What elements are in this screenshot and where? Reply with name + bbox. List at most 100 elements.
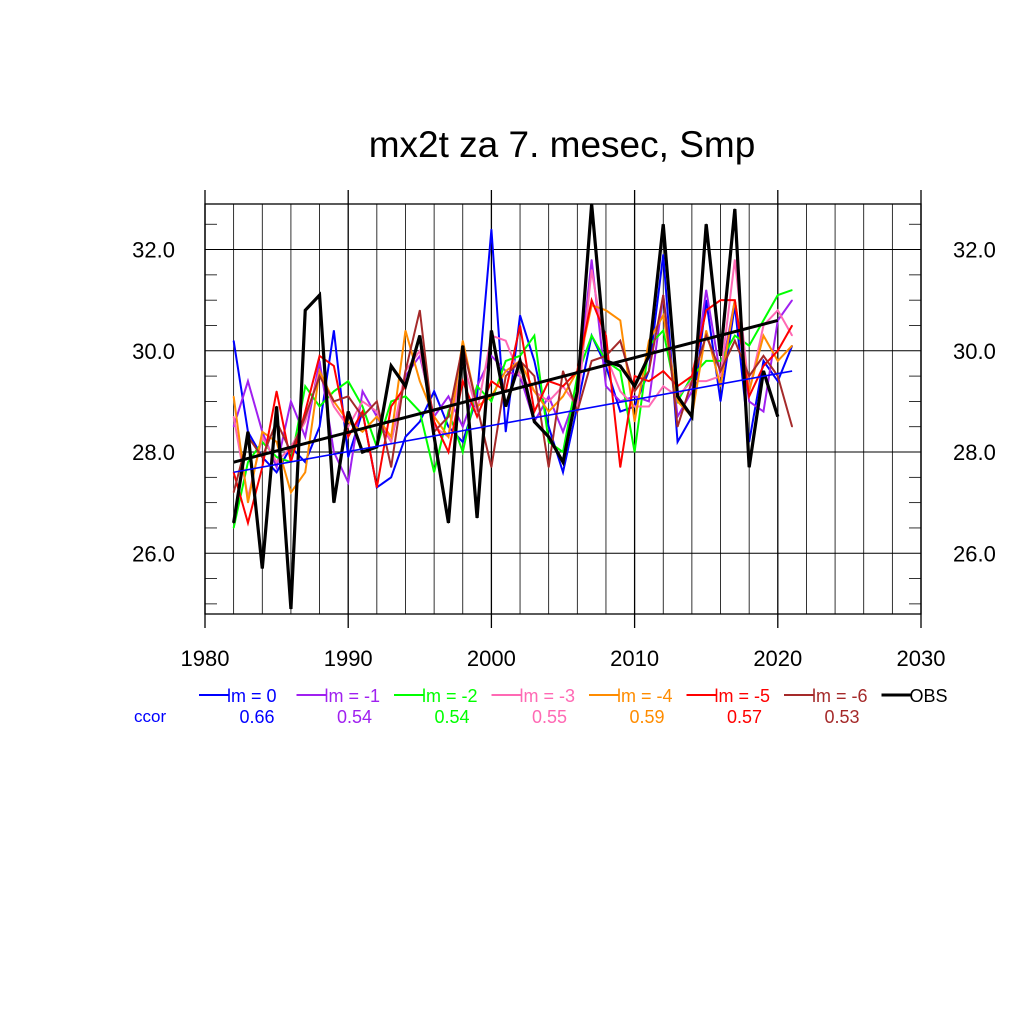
data-point [591, 299, 593, 301]
data-point [591, 335, 593, 337]
data-point [705, 309, 707, 311]
data-point [462, 345, 464, 347]
data-point [562, 395, 564, 397]
data-point [562, 431, 564, 433]
data-point [762, 370, 765, 372]
data-point [233, 491, 235, 494]
data-point [347, 456, 349, 458]
ccor-value: 0.55 [532, 707, 567, 727]
series-line [232, 300, 793, 503]
data-point [619, 365, 621, 367]
data-point [719, 370, 722, 372]
data-point [533, 360, 535, 362]
data-point [648, 380, 650, 382]
data-point [734, 259, 736, 261]
ccor-value: 0.53 [824, 707, 859, 727]
data-point [762, 410, 765, 413]
data-point [719, 355, 722, 357]
data-point [548, 400, 550, 403]
data-point [648, 400, 650, 403]
data-point [734, 340, 736, 342]
data-point [490, 329, 492, 332]
data-point [318, 426, 321, 428]
data-point [505, 340, 507, 342]
data-point [691, 375, 693, 377]
ccor-value: 0.57 [727, 707, 762, 727]
data-point [290, 451, 292, 453]
data-point [533, 421, 535, 423]
data-point [447, 451, 450, 453]
data-point [476, 405, 478, 408]
data-point [505, 375, 507, 377]
legend-label: lm = -5 [715, 686, 771, 706]
ccor-value: 0.59 [629, 707, 664, 727]
data-point [233, 527, 235, 529]
data-point [705, 329, 707, 332]
data-point [619, 466, 621, 468]
data-point [462, 340, 464, 342]
y-tick-label-right: 30.0 [953, 339, 996, 364]
data-point [748, 345, 750, 347]
data-point [390, 466, 392, 468]
data-point [361, 400, 364, 403]
data-point [734, 335, 736, 337]
data-point [276, 466, 278, 468]
data-point [762, 360, 765, 362]
data-point [619, 370, 621, 372]
data-point [648, 370, 650, 372]
data-point [562, 370, 564, 372]
data-point [447, 522, 450, 524]
data-point [318, 405, 321, 408]
trend-line-obs [233, 318, 779, 464]
legend-label: lm = 0 [227, 686, 277, 706]
data-point [361, 415, 364, 418]
data-point [533, 375, 535, 377]
data-point [476, 395, 478, 397]
data-point [462, 451, 464, 453]
data-point [691, 380, 693, 382]
data-point [734, 208, 736, 210]
data-point [304, 309, 306, 311]
legend-label: lm = -2 [422, 686, 478, 706]
data-point [548, 466, 550, 468]
data-point [619, 319, 621, 322]
data-point [576, 410, 578, 413]
data-point [705, 223, 707, 225]
trend-line-lm0 [233, 370, 793, 474]
data-point [519, 360, 521, 362]
data-point [361, 431, 364, 433]
data-point [261, 567, 263, 570]
legend-label: lm = -6 [812, 686, 868, 706]
data-point [591, 259, 593, 261]
ccor-value: 0.66 [239, 707, 274, 727]
legend-label: OBS [910, 686, 948, 706]
data-point [247, 522, 249, 524]
data-point [619, 390, 621, 392]
data-point [419, 410, 421, 413]
data-point [505, 405, 507, 408]
data-point [662, 314, 664, 316]
data-point [347, 380, 349, 382]
x-tick-label: 1980 [181, 646, 230, 671]
data-point [476, 517, 478, 519]
data-point [791, 335, 793, 337]
data-point [276, 441, 278, 443]
legend-label: lm = -3 [520, 686, 576, 706]
y-tick-label-right: 28.0 [953, 440, 996, 465]
data-point [376, 415, 378, 418]
x-tick-label: 1990 [324, 646, 373, 671]
series-line [232, 296, 793, 527]
data-point [290, 400, 292, 403]
data-point [777, 309, 779, 311]
data-point [505, 431, 507, 433]
data-point [719, 385, 722, 387]
y-tick-label-left: 26.0 [132, 541, 175, 566]
data-point [276, 390, 278, 392]
data-point [333, 400, 335, 403]
data-point [304, 461, 306, 463]
data-point [404, 370, 407, 372]
data-point [719, 360, 722, 362]
ccor-value: 0.54 [337, 707, 372, 727]
data-point [605, 335, 607, 337]
